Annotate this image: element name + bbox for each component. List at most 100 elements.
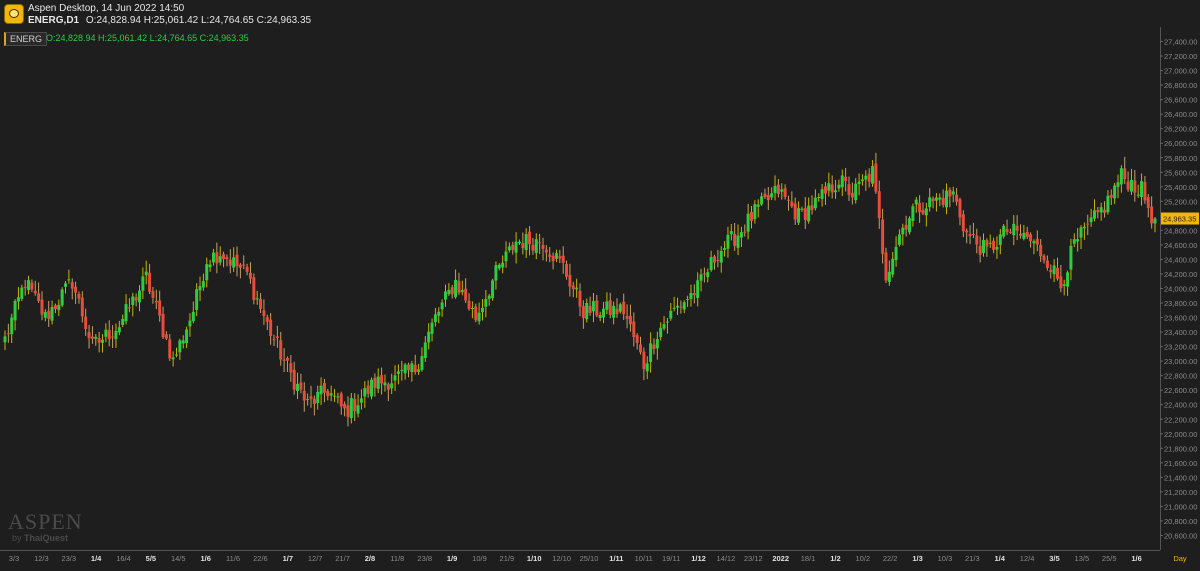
candle-body: [16, 297, 20, 302]
candle-body: [635, 335, 639, 343]
candle-body: [164, 334, 168, 339]
price-tick-label: 20,800.00: [1164, 517, 1197, 526]
candle-body: [474, 306, 478, 321]
candle-body: [844, 176, 848, 182]
candle-body: [531, 244, 535, 251]
candle-body: [1092, 210, 1096, 219]
candle-body: [403, 364, 407, 374]
candle-body: [847, 184, 851, 195]
candle-body: [904, 224, 908, 230]
price-tick-label: 27,000.00: [1164, 67, 1197, 76]
time-tick-label: 14/5: [171, 554, 186, 563]
candle-body: [356, 405, 360, 414]
candle-body: [558, 256, 562, 259]
candle-body: [259, 298, 263, 309]
candle-body: [686, 299, 690, 301]
candle-body: [1059, 276, 1063, 289]
candle-body: [679, 306, 683, 308]
time-tick-label: 22/2: [883, 554, 898, 563]
candle-body: [1086, 223, 1090, 225]
candle-body: [871, 166, 875, 184]
candle-body: [346, 405, 350, 417]
candle-body: [514, 241, 518, 253]
candle-body: [447, 289, 451, 295]
time-tick-label: 10/3: [938, 554, 953, 563]
candle-body: [632, 321, 636, 338]
time-tick-label: 14/12: [717, 554, 736, 563]
time-tick-label: 10/2: [856, 554, 871, 563]
candle-body: [460, 290, 464, 293]
aspen-logo-icon: [4, 4, 24, 24]
candle-body: [121, 318, 125, 325]
candle-body: [528, 231, 532, 245]
candle-body: [575, 287, 579, 290]
candle-body: [807, 205, 811, 222]
time-tick-label: 10/9: [472, 554, 487, 563]
time-tick-label: 21/7: [335, 554, 350, 563]
watermark-main: ASPEN: [8, 509, 83, 534]
candle-body: [13, 300, 17, 321]
candle-body: [662, 324, 666, 329]
candle-body: [158, 300, 162, 316]
candle-body: [265, 317, 269, 322]
candle-body: [1002, 225, 1006, 237]
candle-body: [726, 234, 730, 249]
candle-body: [652, 344, 656, 350]
candle-body: [225, 257, 229, 260]
candle-body: [773, 185, 777, 193]
candle-body: [908, 218, 912, 233]
symbol-badge[interactable]: ENERG: [4, 32, 48, 46]
candle-body: [107, 330, 111, 340]
candle-body: [373, 377, 377, 388]
ohlc-legend: O:24,828.94 H:25,061.42 L:24,764.65 C:24…: [46, 33, 249, 43]
candle-body: [692, 293, 696, 296]
candle-body: [1099, 207, 1103, 213]
candle-body: [517, 241, 521, 244]
candle-body: [252, 277, 256, 300]
candle-body: [84, 316, 88, 329]
candle-body: [625, 315, 629, 319]
candle-body: [27, 280, 31, 291]
candle-body: [1005, 228, 1009, 233]
price-tick-label: 24,400.00: [1164, 255, 1197, 264]
candle-body: [359, 398, 363, 403]
candle-body: [548, 254, 552, 257]
candle-body: [975, 235, 979, 245]
candle-body: [336, 396, 340, 398]
candle-body: [309, 396, 313, 399]
candle-body: [40, 299, 44, 315]
candle-body: [420, 356, 424, 370]
candle-body: [232, 257, 236, 268]
candle-body: [104, 329, 108, 337]
candle-body: [1052, 265, 1056, 275]
candle-body: [168, 339, 172, 359]
time-tick-label: 10/11: [635, 554, 653, 563]
candle-body: [53, 305, 57, 309]
candle-body: [881, 219, 885, 254]
chart-area[interactable]: 20,600.00 20,800.00 21,000.00 21,200.00 21,4…: [0, 27, 1200, 566]
time-tick-label: 23/12: [744, 554, 763, 563]
candle-body: [544, 249, 548, 253]
candle-body: [1076, 239, 1080, 242]
candle-body: [985, 240, 989, 247]
candle-body: [934, 197, 938, 201]
candle-body: [554, 253, 558, 259]
time-tick-label: 18/1: [801, 554, 816, 563]
candle-body: [612, 305, 616, 318]
time-tick-label: 13/5: [1075, 554, 1090, 563]
candle-body: [124, 304, 128, 322]
candle-body: [622, 301, 626, 315]
candlestick-chart[interactable]: 20,600.00 20,800.00 21,000.00 21,200.00 21,4…: [0, 27, 1200, 566]
time-tick-label: 1/9: [447, 554, 457, 563]
candle-body: [1029, 234, 1033, 242]
candle-body: [760, 196, 764, 205]
time-tick-label: 23/8: [417, 554, 432, 563]
candle-body: [729, 231, 733, 235]
candle-body: [1018, 233, 1022, 236]
candle-body: [874, 163, 878, 192]
candle-body: [578, 290, 582, 307]
candle-body: [191, 311, 195, 322]
price-tick-label: 21,600.00: [1164, 459, 1197, 468]
candle-body: [410, 363, 414, 373]
candle-body: [1116, 182, 1120, 187]
